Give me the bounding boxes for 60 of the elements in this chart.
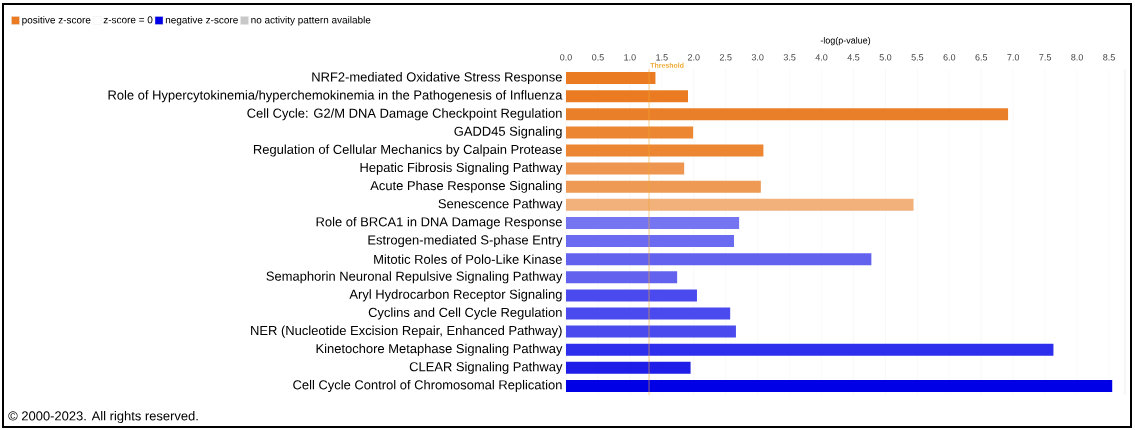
- bar: [565, 325, 736, 338]
- text: © 2000-2023. All rights reserved.: [8, 410, 198, 424]
- legend-label: positive z-score: [22, 16, 91, 26]
- y-tick-label: Cell Cycle: G2/M DNA Damage Checkpoint Regulation: [247, 108, 562, 121]
- y-tick-label: Cell Cycle Control of Chromosomal Replication: [293, 379, 562, 392]
- y-tick-label: Kinetochore Metaphase Signaling Pathway: [316, 343, 563, 356]
- legend-label: z-score = 0: [103, 16, 153, 24]
- y-tick-label: Role of BRCA1 in DNA Damage Response: [316, 216, 562, 229]
- x-tick-label: 4.5: [847, 54, 860, 61]
- bar: [565, 162, 685, 175]
- x-tick-label: 4.0: [815, 54, 828, 61]
- bar: [565, 108, 1009, 121]
- y-tick-label: Role of Hypercytokinemia/hyperchemokinemia in the Pathogenesis of Influenza: [108, 90, 563, 103]
- bar: [565, 379, 1113, 392]
- bar: [565, 180, 761, 193]
- x-tick-label: 0.0: [560, 54, 572, 61]
- bar: [565, 253, 872, 266]
- y-tick-label: Semaphorin Neuronal Repulsive Signaling Pathway: [266, 271, 563, 284]
- y-tick-label: GADD45 Signaling: [454, 126, 562, 139]
- y-tick-label: NER (Nucleotide Excision Repair, Enhanced Pathway): [251, 325, 562, 338]
- y-tick-label: Senescence Pathway: [438, 198, 563, 211]
- x-axis-title: -log(p-value): [820, 36, 871, 46]
- bar: [565, 289, 697, 302]
- bar: [565, 216, 740, 229]
- bar: [565, 126, 694, 139]
- x-tick-label: 7.0: [1007, 54, 1020, 61]
- y-tick-label: Aryl Hydrocarbon Receptor Signaling: [349, 289, 562, 302]
- x-tick-label: 7.5: [1039, 54, 1051, 61]
- x-tick-label: 1.0: [624, 54, 636, 61]
- legend-label: no activity pattern available: [251, 16, 371, 26]
- y-tick-label: Mitotic Roles of Polo-Like Kinase: [374, 254, 562, 264]
- legend-label: negative z-score: [165, 16, 238, 26]
- x-tick-label: 3.0: [751, 54, 764, 61]
- x-tick-label: 5.0: [879, 54, 892, 61]
- x-tick-label: 1.5: [656, 54, 668, 61]
- y-tick-label: NRF2-mediated Oxidative Stress Response: [312, 72, 562, 85]
- bar: [565, 198, 914, 211]
- bar: [565, 271, 678, 284]
- x-tick-label: 5.5: [911, 54, 924, 61]
- x-tick-label: 8.5: [1103, 54, 1115, 61]
- x-tick-label: 6.5: [975, 54, 988, 61]
- bar: [565, 361, 691, 374]
- y-tick-label: Regulation of Cellular Mechanics by Calpain Protease: [253, 144, 562, 157]
- y-tick-label: Hepatic Fibrosis Signaling Pathway: [360, 162, 563, 175]
- x-tick-label: 0.5: [592, 54, 604, 61]
- bar: [565, 307, 731, 320]
- x-tick-label: 8.0: [1071, 54, 1083, 61]
- y-tick-label: Estrogen-mediated S-phase Entry: [368, 235, 563, 248]
- bar: [565, 90, 689, 103]
- y-tick-label: Cyclins and Cell Cycle Regulation: [368, 307, 562, 320]
- x-tick-label: 2.0: [687, 54, 700, 61]
- bar: [565, 144, 764, 157]
- y-tick-label: Acute Phase Response Signaling: [370, 180, 562, 193]
- bar: [565, 235, 735, 248]
- bar: [565, 72, 656, 85]
- x-tick-label: 2.5: [719, 54, 732, 61]
- bar: [565, 343, 1054, 356]
- x-tick-label: 3.5: [783, 54, 796, 61]
- y-tick-label: CLEAR Signaling Pathway: [409, 361, 563, 374]
- x-tick-label: 6.0: [943, 54, 956, 61]
